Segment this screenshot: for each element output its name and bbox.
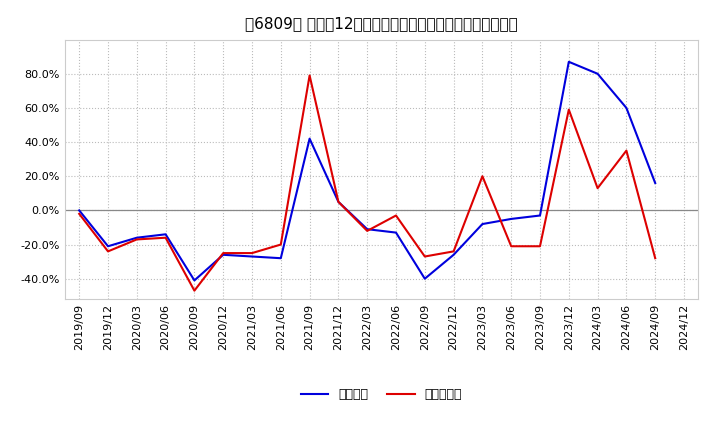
経常利益 <box>334 199 343 205</box>
経常利益 <box>507 216 516 222</box>
当期純利益 <box>420 254 429 259</box>
経常利益 <box>219 252 228 257</box>
当期純利益 <box>219 250 228 256</box>
経常利益 <box>392 230 400 235</box>
Line: 当期純利益: 当期純利益 <box>79 76 655 291</box>
経常利益 <box>593 71 602 77</box>
経常利益 <box>651 180 660 186</box>
経常利益 <box>622 105 631 110</box>
当期純利益 <box>104 249 112 254</box>
当期純利益 <box>161 235 170 240</box>
当期純利益 <box>190 288 199 293</box>
当期純利益 <box>392 213 400 218</box>
経常利益 <box>248 254 256 259</box>
経常利益 <box>449 252 458 257</box>
経常利益 <box>420 276 429 281</box>
当期純利益 <box>536 244 544 249</box>
当期純利益 <box>593 186 602 191</box>
経常利益 <box>363 227 372 232</box>
当期純利益 <box>305 73 314 78</box>
当期純利益 <box>276 242 285 247</box>
当期純利益 <box>651 256 660 261</box>
経常利益 <box>190 278 199 283</box>
当期純利益 <box>132 237 141 242</box>
当期純利益 <box>478 174 487 179</box>
当期純利益 <box>564 107 573 112</box>
当期純利益 <box>622 148 631 153</box>
経常利益 <box>564 59 573 64</box>
Legend: 経常利益, 当期純利益: 経常利益, 当期純利益 <box>296 383 467 406</box>
Title: ［6809］ 利益の12か月移動合計の対前年同期増減率の推移: ［6809］ 利益の12か月移動合計の対前年同期増減率の推移 <box>246 16 518 32</box>
当期純利益 <box>507 244 516 249</box>
当期純利益 <box>248 250 256 256</box>
当期純利益 <box>75 211 84 216</box>
当期純利益 <box>334 199 343 205</box>
Line: 経常利益: 経常利益 <box>79 62 655 280</box>
経常利益 <box>478 221 487 227</box>
当期純利益 <box>363 228 372 234</box>
経常利益 <box>536 213 544 218</box>
当期純利益 <box>449 249 458 254</box>
経常利益 <box>305 136 314 141</box>
経常利益 <box>132 235 141 240</box>
経常利益 <box>75 208 84 213</box>
経常利益 <box>276 256 285 261</box>
経常利益 <box>161 231 170 237</box>
経常利益 <box>104 244 112 249</box>
